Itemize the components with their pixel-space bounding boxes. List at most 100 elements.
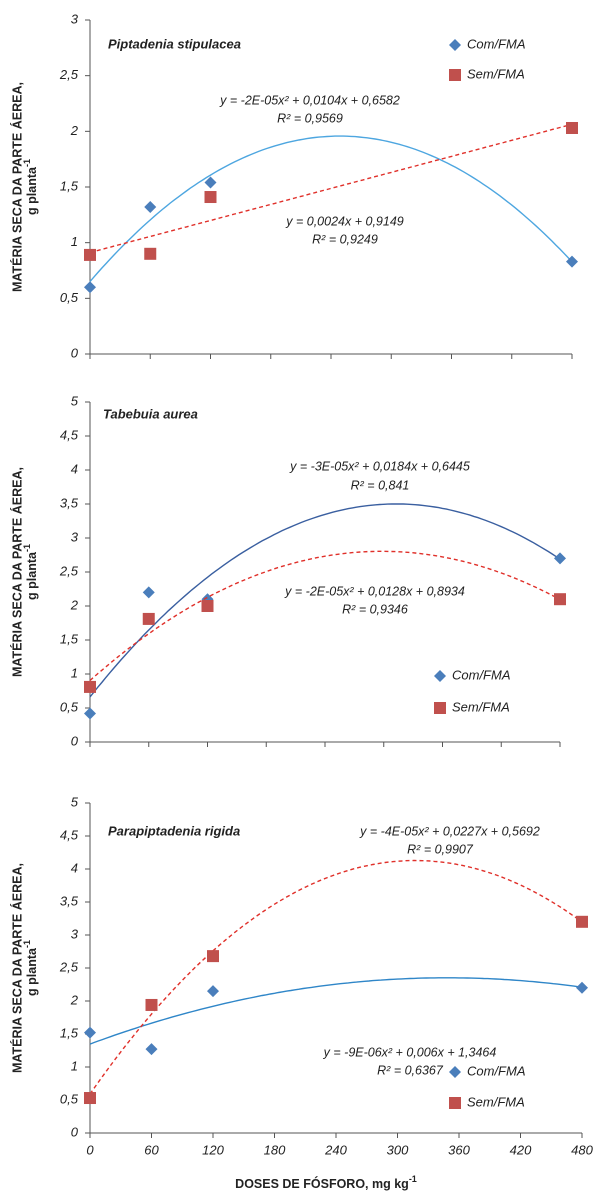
data-point [84,248,96,261]
data-point [554,593,566,606]
x-tick-label: 120 [202,1142,224,1157]
data-point [207,950,219,963]
trendline [89,135,573,283]
y-tick-label: 4,5 [60,427,79,442]
trendline [89,503,561,698]
x-tick-label: 60 [144,1142,159,1157]
data-point [576,915,588,928]
y-tick-label: 1,5 [60,631,79,646]
data-point [84,1026,96,1039]
y-tick-label: 5 [71,393,79,408]
legend-label: Com/FMA [452,667,511,682]
x-axis-label: DOSES DE FÓSFORO, mg kg-1 [235,1174,417,1191]
x-tick-label: 360 [448,1142,470,1157]
y-tick-label: 3,5 [60,495,79,510]
legend-label: Sem/FMA [467,66,525,81]
y-tick-label: 3 [71,926,79,941]
y-axis-unit: g planta-1 [22,159,39,215]
trendline-r-squared: R² = 0,9249 [312,232,378,246]
y-tick-label: 2 [70,123,79,138]
x-tick-label: 240 [324,1142,347,1157]
data-point [554,552,566,565]
data-point [144,247,157,260]
y-tick-label: 0 [71,1124,79,1139]
y-axis-unit-text: g planta [25,551,39,600]
trendline-r-squared: R² = 0,9346 [342,602,408,616]
data-point [145,998,158,1011]
trendline-r-squared: R² = 0,6367 [377,1063,444,1077]
y-tick-label: 4 [71,860,78,875]
trendline-equation: y = -2E-05x² + 0,0128x + 0,8934 [284,584,465,598]
y-tick-label: 1 [71,665,78,680]
y-tick-label: 3,5 [60,893,79,908]
legend-marker [434,670,446,682]
y-axis-unit-text: g planta [25,166,39,215]
panel-title: Piptadenia stipulacea [108,36,241,51]
y-tick-label: 0 [71,345,79,360]
data-point [142,586,155,599]
data-point [204,176,217,189]
data-point [84,1092,96,1105]
trendline-equation: y = -4E-05x² + 0,0227x + 0,5692 [359,824,540,838]
trendline-equation: y = -9E-06x² + 0,006x + 1,3464 [323,1045,497,1059]
legend-marker [449,39,461,51]
x-tick-label: 0 [86,1142,94,1157]
y-axis-unit-sup: -1 [22,544,32,552]
legend-marker [449,1066,461,1078]
y-tick-label: 0 [71,733,79,748]
trendline [89,550,561,682]
legend-marker [434,702,446,714]
data-point [84,281,96,294]
trendline-r-squared: R² = 0,841 [351,478,410,492]
data-point [145,1043,158,1056]
legend-label: Com/FMA [467,1063,526,1078]
y-axis-label: MATÉRIA SECA DA PARTE ÁEREA, [9,82,24,292]
y-axis-unit-text: g planta [25,947,39,996]
data-point [84,707,96,720]
trendline-equation: y = -3E-05x² + 0,0184x + 0,6445 [289,459,470,473]
y-tick-label: 4,5 [60,827,79,842]
y-tick-label: 1 [71,234,78,249]
trendline-r-squared: R² = 0,9907 [407,842,474,856]
y-tick-label: 1,5 [60,1025,79,1040]
data-point [566,121,578,134]
y-tick-label: 2 [70,597,79,612]
x-tick-label: 480 [571,1142,593,1157]
data-point [201,600,214,612]
trendline-r-squared: R² = 0,9569 [277,111,343,125]
y-tick-label: 0,5 [60,290,79,305]
legend-marker [449,69,461,81]
y-tick-label: 1 [71,1058,78,1073]
y-axis-unit: g planta-1 [22,940,39,996]
x-axis-label-text: DOSES DE FÓSFORO, mg kg [235,1176,409,1191]
panel-title: Tabebuia aurea [103,406,198,421]
x-tick-label: 420 [510,1142,532,1157]
y-tick-label: 0,5 [60,699,79,714]
trendline [89,123,573,254]
data-point [576,981,588,994]
panel-title: Parapiptadenia rigida [108,823,240,838]
y-axis-label: MATÉRIA SECA DA PARTE ÁEREA, [9,863,24,1073]
y-tick-label: 2,5 [59,563,79,578]
y-axis-label: MATÉRIA SECA DA PARTE ÁEREA, [9,467,24,677]
y-axis-unit: g planta-1 [22,544,39,600]
y-tick-label: 2,5 [59,67,79,82]
y-tick-label: 2 [70,992,79,1007]
legend-label: Com/FMA [467,36,526,51]
data-point [207,985,219,998]
y-tick-label: 5 [71,794,79,809]
x-tick-label: 300 [387,1142,409,1157]
y-tick-label: 1,5 [60,178,79,193]
y-axis-unit-sup: -1 [22,940,32,948]
x-axis-label-sup: -1 [409,1174,417,1184]
trendline-equation: y = -2E-05x² + 0,0104x + 0,6582 [219,93,400,107]
y-tick-label: 2,5 [59,959,79,974]
y-tick-label: 3 [71,529,79,544]
legend-label: Sem/FMA [467,1094,525,1109]
y-axis-unit-sup: -1 [22,159,32,167]
data-point [84,680,96,693]
data-point [144,201,157,214]
legend-label: Sem/FMA [452,699,510,714]
legend-marker [449,1097,461,1109]
